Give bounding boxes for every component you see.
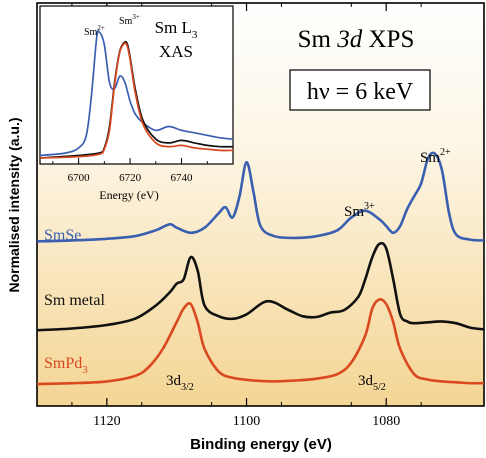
main-series-group [36, 151, 485, 386]
series-label-smse: SmSe [44, 227, 81, 244]
inset-annotation-sm2plus: Sm2+ [84, 24, 105, 38]
x-axis-ticks: 1120 1100 1080 [71, 3, 422, 429]
series-label-sm-metal: Sm metal [44, 292, 105, 309]
inset-x-tick-label: 6700 [68, 172, 91, 184]
inset-title: Sm L3 [155, 18, 198, 41]
inset-annotation-sm3plus: Sm3+ [119, 13, 140, 27]
inset-xas: 6700 6720 6740 Sm L3 XAS Energy (eV) Sm2+ … [39, 5, 234, 202]
x-tick-label: 1080 [372, 414, 400, 429]
plot-frame [36, 2, 485, 407]
photon-energy-label: hν = 6 keV [307, 79, 414, 105]
inset-series-line-2 [39, 42, 234, 159]
x-tick-label: 1100 [233, 414, 260, 429]
inset-series-line-0 [39, 29, 234, 157]
chart-title: Sm 3d XPS [298, 26, 415, 53]
series-line-smpd [36, 298, 485, 386]
series-label-smpd3: SmPd3 [44, 355, 88, 376]
annotation-sm3plus: Sm3+ [344, 201, 375, 220]
annotation-3d32: 3d3/2 [166, 373, 194, 393]
inset-x-axis-ticks: 6700 6720 6740 [52, 158, 208, 184]
inset-frame [39, 5, 234, 165]
photon-energy-box [289, 69, 431, 111]
series-line-sm-metal [36, 241, 485, 332]
inset-title-line2: XAS [159, 42, 193, 61]
x-tick-label: 1120 [93, 414, 120, 429]
series-line-smse [36, 151, 485, 243]
inset-x-tick-label: 6720 [119, 172, 142, 184]
annotation-sm2plus: Sm2+ [420, 147, 451, 166]
y-axis-label: Normalised intensity (a.u.) [6, 117, 22, 292]
inset-x-tick-label: 6740 [171, 172, 194, 184]
x-axis-label: Binding energy (eV) [190, 436, 332, 453]
inset-x-axis-label: Energy (eV) [99, 188, 158, 202]
inset-series-group [39, 29, 234, 159]
annotation-3d52: 3d5/2 [358, 373, 386, 393]
